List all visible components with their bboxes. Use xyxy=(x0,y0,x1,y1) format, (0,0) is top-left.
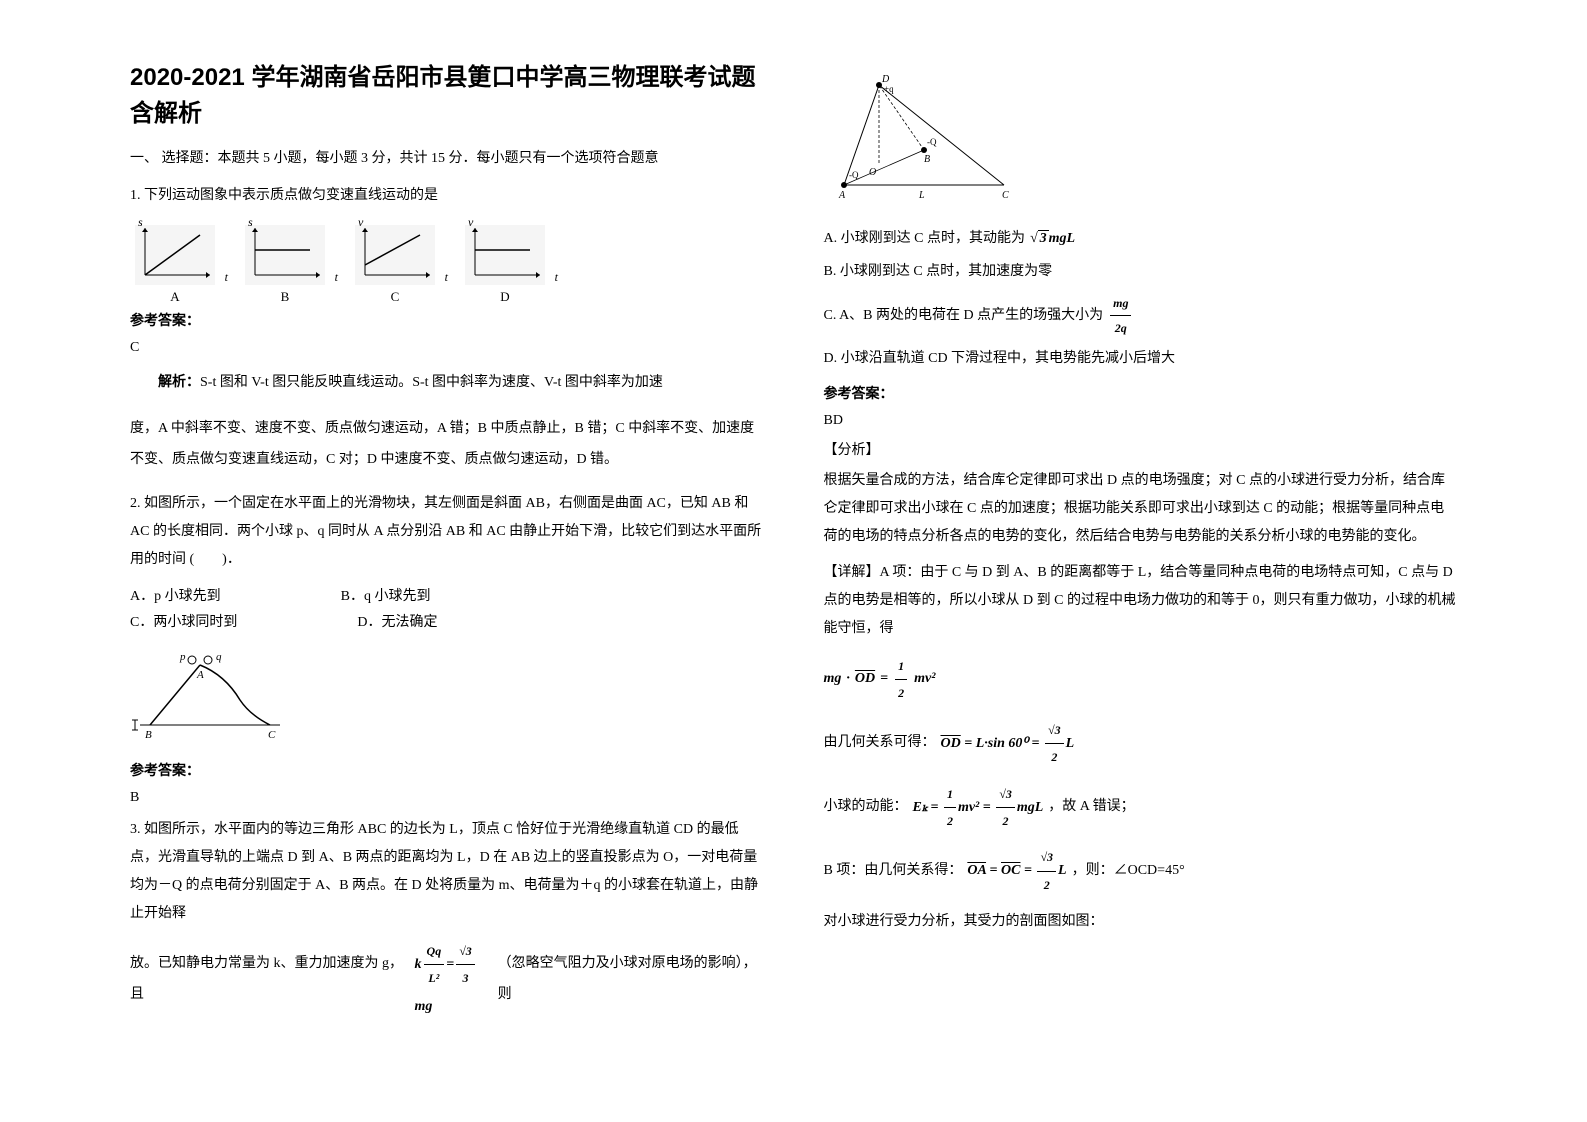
svg-text:C: C xyxy=(1002,190,1009,200)
svg-text:A: A xyxy=(196,669,204,681)
q3-detail-b: B 项：由几何关系得： OA = OC = √32L ，则：∠OCD=45° xyxy=(824,844,1458,898)
q2-option-d: D．无法确定 xyxy=(357,610,437,635)
q3-option-d: D. 小球沿直轨道 CD 下滑过程中，其电势能先减小后增大 xyxy=(824,345,1458,373)
q2-option-a: A．p 小球先到 xyxy=(130,584,221,609)
svg-text:L: L xyxy=(918,190,925,200)
q3-detail: 【详解】A 项：由于 C 与 D 到 A、B 的距离都等于 L，结合等量同种点电… xyxy=(824,559,1458,643)
right-column: D +q O -Q -Q A B C L A. 小球刚到达 C 点时，其动能为 … xyxy=(794,60,1488,1062)
svg-text:B: B xyxy=(924,154,930,165)
q3-option-b: B. 小球刚到达 C 点时，其加速度为零 xyxy=(824,258,1458,286)
q3-formula3: 小球的动能： Eₖ = 12mv² = √32mgL ，故 A 错误； xyxy=(824,781,1458,835)
q3-text-p1: 3. 如图所示，水平面内的等边三角形 ABC 的边长为 L，顶点 C 恰好位于光… xyxy=(130,816,764,928)
svg-text:+q: +q xyxy=(884,84,894,94)
q1-explanation-cont: 度，A 中斜率不变、速度不变、质点做匀速运动，A 错；B 中质点静止，B 错；C… xyxy=(130,414,764,476)
q2-option-b: B．q 小球先到 xyxy=(341,584,431,609)
q2-answer: B xyxy=(130,790,764,806)
svg-text:C: C xyxy=(268,729,276,740)
q3-analysis-label: 【分析】 xyxy=(824,439,1458,459)
q2-option-c: C．两小球同时到 xyxy=(130,610,237,635)
q2-text: 2. 如图所示，一个固定在水平面上的光滑物块，其左侧面是斜面 AB，右侧面是曲面… xyxy=(130,490,764,574)
page-title: 2020-2021 学年湖南省岳阳市县筻口中学高三物理联考试题含解析 xyxy=(130,60,764,132)
q1-explanation: 解析：S-t 图和 V-t 图只能反映直线运动。S-t 图中斜率为速度、V-t … xyxy=(130,366,764,399)
svg-text:-Q: -Q xyxy=(849,170,859,180)
left-column: 2020-2021 学年湖南省岳阳市县筻口中学高三物理联考试题含解析 一、 选择… xyxy=(100,60,794,1062)
q3-formula1: mg·OD=12mv² xyxy=(824,653,1458,707)
graph-d: v t D xyxy=(460,220,550,300)
svg-text:-Q: -Q xyxy=(927,137,937,147)
svg-text:p: p xyxy=(179,651,186,663)
q1-answer-label: 参考答案： xyxy=(130,310,764,330)
q1-answer: C xyxy=(130,340,764,356)
q3-analysis-text: 根据矢量合成的方法，结合库仑定律即可求出 D 点的电场强度；对 C 点的小球进行… xyxy=(824,467,1458,551)
svg-text:O: O xyxy=(869,167,876,178)
q3-detail-b-end: 对小球进行受力分析，其受力的剖面图如图： xyxy=(824,908,1458,936)
svg-text:B: B xyxy=(145,729,152,740)
q3-option-c: C. A、B 两处的电荷在 D 点产生的场强大小为 mg2q xyxy=(824,291,1458,340)
q2-diagram: p q A B C xyxy=(130,650,290,740)
q3-answer: BD xyxy=(824,413,1458,429)
q3-formula2: 由几何关系可得： OD = L·sin 60⁰ = √32L xyxy=(824,717,1458,771)
section-heading: 一、 选择题：本题共 5 小题，每小题 3 分，共计 15 分．每小题只有一个选… xyxy=(130,147,764,167)
q3-option-a: A. 小球刚到达 C 点时，其动能为 √3mgL xyxy=(824,225,1458,253)
q3-text-p2: 放。已知静电力常量为 k、重力加速度为 g，且 kQqL²=√33mg （忽略空… xyxy=(130,938,764,1023)
svg-text:A: A xyxy=(838,190,846,200)
q1-graphs: s t A s t B v t C v t D xyxy=(130,220,764,300)
q2-options: A．p 小球先到 B．q 小球先到 C．两小球同时到 D．无法确定 xyxy=(130,584,764,634)
q2-answer-label: 参考答案： xyxy=(130,760,764,780)
q1-text: 1. 下列运动图象中表示质点做匀变速直线运动的是 xyxy=(130,182,764,210)
q3-formula-condition: kQqL²=√33mg xyxy=(415,938,493,1023)
q3-diagram: D +q O -Q -Q A B C L xyxy=(824,70,1024,200)
svg-text:q: q xyxy=(216,651,222,663)
q3-answer-label: 参考答案： xyxy=(824,383,1458,403)
graph-b: s t B xyxy=(240,220,330,300)
graph-c: v t C xyxy=(350,220,440,300)
graph-a: s t A xyxy=(130,220,220,300)
